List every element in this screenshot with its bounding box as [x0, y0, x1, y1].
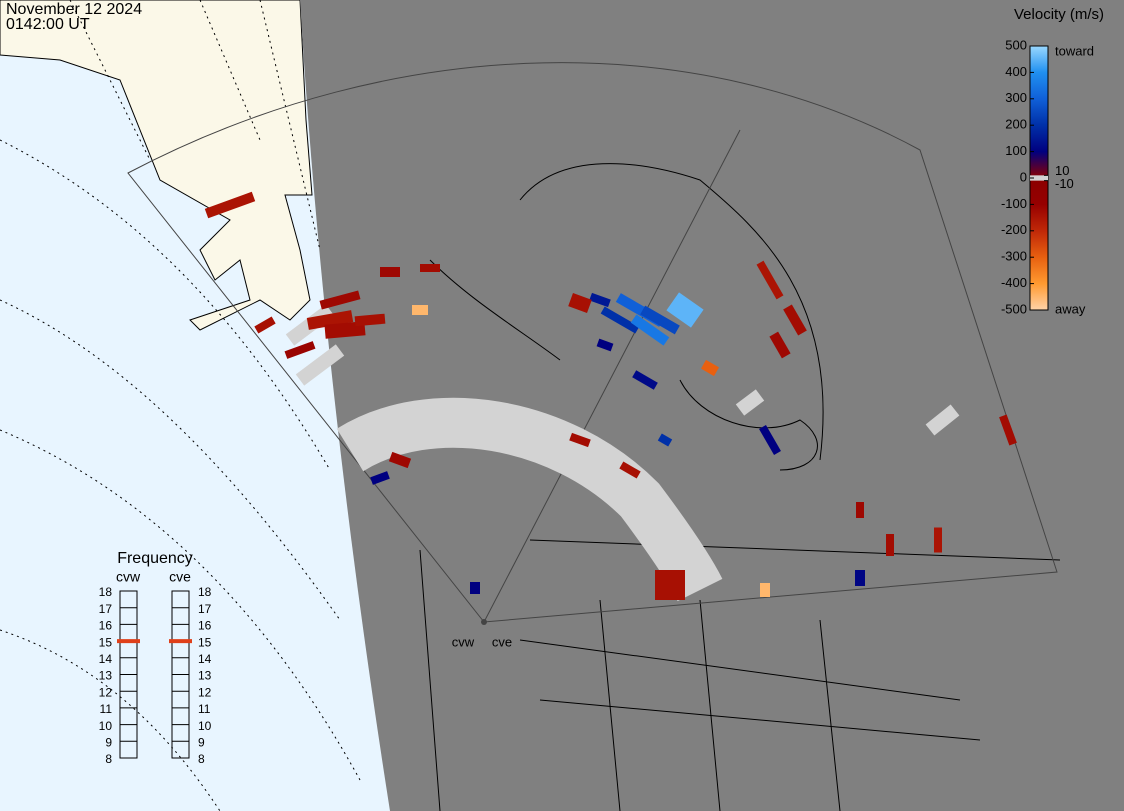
time: 0142:00 UT [6, 16, 90, 33]
velocity-cell [657, 433, 673, 447]
date: November 12 2024 [6, 1, 142, 18]
velocity-cell [666, 292, 704, 328]
frequency-tick-label: 16 [99, 619, 113, 633]
coastlines [419, 163, 1061, 811]
velocity-cell [306, 310, 354, 330]
velocity-cell [204, 191, 256, 219]
velocity-cell [886, 534, 894, 556]
velocity-cell [934, 527, 942, 553]
frequency-tick-label: 10 [99, 719, 113, 733]
velocity-cell [783, 304, 807, 336]
velocity-cell [640, 305, 680, 335]
site-label: cvw [452, 634, 475, 649]
frequency-tick-label: 14 [198, 652, 212, 666]
radar-name: cve [169, 569, 191, 585]
cells [204, 191, 1017, 600]
frequency-tick-label: 15 [99, 635, 113, 649]
colorbar-tick-label: -400 [1001, 275, 1027, 290]
colorbar-tick-label: -200 [1001, 222, 1027, 237]
velocity-cell [596, 338, 614, 352]
velocity-cell [354, 313, 386, 327]
frequency-tick-label: 14 [99, 652, 113, 666]
colorbar-title: Velocity (m/s) [1014, 6, 1104, 23]
velocity-cell [769, 331, 791, 359]
frequency-tick-label: 8 [105, 752, 112, 766]
velocity-cell [568, 293, 592, 313]
frequency-tick-label: 11 [198, 702, 211, 716]
velocity-cell [759, 425, 781, 455]
frequency-tick-label: 10 [198, 719, 212, 733]
colorbar-tick-label: -500 [1001, 301, 1027, 316]
colorbar-zero-band [1030, 175, 1048, 181]
colorbar-tick-label: -100 [1001, 196, 1027, 211]
velocity-cell [632, 370, 658, 390]
velocity-cell [254, 316, 276, 334]
away-label: away [1055, 301, 1086, 316]
frequency-title: Frequency [117, 550, 193, 567]
frequency-tick-label: 9 [105, 735, 112, 749]
ground-scatter [336, 397, 723, 602]
velocity-cell [324, 321, 366, 339]
map-disc [300, 0, 1124, 811]
frequency-tick-label: 11 [100, 702, 113, 716]
colorbar-inner-label: 10 [1055, 163, 1069, 178]
velocity-cell [630, 314, 670, 346]
colorbar-tick-label: 100 [1005, 143, 1027, 158]
velocity-cell [600, 306, 640, 334]
colorbar-tick-label: -300 [1001, 249, 1027, 264]
velocity-cell [589, 292, 611, 308]
velocity-cell [388, 451, 412, 469]
site-label: cve [492, 634, 512, 649]
radar-site [481, 619, 487, 625]
velocity-cell [380, 267, 400, 277]
frequency-tick-label: 17 [99, 602, 113, 616]
velocity-cell [855, 570, 865, 586]
radar-name: cvw [116, 569, 141, 585]
grid-lines [0, 0, 361, 811]
colorbar-tick-label: 200 [1005, 117, 1027, 132]
velocity-cell [370, 471, 390, 485]
frequency-tick-label: 8 [198, 752, 205, 766]
radar-fov [127, 62, 1058, 623]
colorbar-tick-label: 0 [1020, 169, 1027, 184]
velocity-cell [655, 570, 685, 600]
alaska-land [0, 0, 313, 331]
velocity-cell [999, 414, 1017, 446]
velocity-cell [760, 583, 770, 597]
colorbar-inner-label: -10 [1055, 176, 1074, 191]
frequency-tick-label: 13 [198, 669, 212, 683]
colorbar-tick-label: 500 [1005, 37, 1027, 52]
velocity-cell [284, 341, 316, 359]
toward-label: toward [1055, 43, 1094, 58]
velocity-cell [413, 305, 427, 315]
frequency-tick-label: 18 [198, 585, 212, 599]
velocity-cell [569, 432, 591, 448]
frequency-tick-label: 18 [99, 585, 113, 599]
velocity-cell [756, 260, 784, 300]
frequency-tick-label: 15 [198, 635, 212, 649]
frequency-tick-label: 12 [99, 685, 113, 699]
frequency-tick-label: 13 [99, 669, 113, 683]
colorbar-tick-label: 400 [1005, 64, 1027, 79]
frequency-tick-label: 17 [198, 602, 212, 616]
velocity-cell [701, 359, 719, 377]
frequency-tick-label: 9 [198, 735, 205, 749]
frequency-tick-label: 16 [198, 619, 212, 633]
velocity-cell [856, 502, 864, 518]
velocity-cell [319, 290, 361, 310]
colorbar-tick-label: 300 [1005, 90, 1027, 105]
velocity-cell [470, 582, 480, 594]
frequency-tick-label: 12 [198, 685, 212, 699]
velocity-cell [619, 461, 641, 479]
velocity-cell [420, 264, 440, 272]
